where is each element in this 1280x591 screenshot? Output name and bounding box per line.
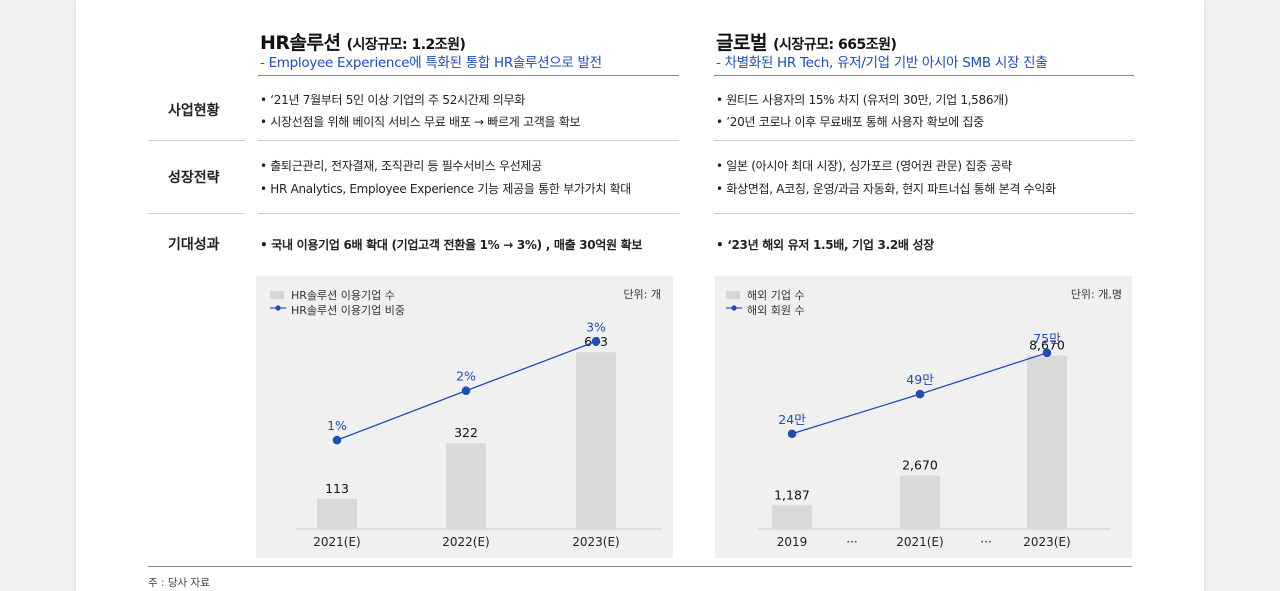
line-point [461,386,471,396]
row-label-status: 사업현황 [168,103,220,119]
right-strategy-bullet-1: • 일본 (아시아 최대 시장), 싱가포르 (영어권 관문) 집중 공략 [716,159,1012,173]
right-expected-bullet: • ‘23년 해외 유저 1.5배, 기업 3.2배 성장 [716,238,934,252]
right-header-divider [714,75,1134,76]
category-label: 2023(E) [1023,535,1070,549]
left-title-sub: (시장규모: 1.2조원) [346,37,466,53]
bar-value-label: 8,670 [1029,338,1065,353]
right-strategy-bullet-2: • 화상면접, A코칭, 운영/과금 자동화, 현지 파트너십 통해 본격 수익… [716,182,1056,196]
bar [317,498,357,529]
category-label: 2019 [777,535,808,549]
bar [576,352,616,529]
category-label: 2022(E) [442,535,489,549]
hr-solution-chart: HR솔루션 이용기업 수 HR솔루션 이용기업 비중 단위: 개 1133226… [256,276,673,558]
left-status-bullet-1: • ‘21년 7월부터 5인 이상 기업의 주 52시간제 의무화 [260,93,525,107]
row-label-expected: 기대성과 [168,237,220,253]
left-column-description: - Employee Experience에 특화된 통합 HR솔루션으로 발전 [260,55,602,71]
row-label-strategy: 성장전략 [168,170,220,186]
legend-bar-swatch [270,291,284,299]
bar-value-label: 113 [325,481,349,496]
footnote: 주 : 당사 자료 [148,577,210,589]
line-point [1042,348,1052,358]
left-column-title: HR솔루션 (시장규모: 1.2조원) [260,28,466,55]
left-header-divider [258,75,679,76]
right-row-divider-2 [714,213,1134,214]
bar [900,475,940,529]
left-row-divider-2 [258,213,679,214]
axis-gap-marker: ··· [980,535,991,549]
left-expected-bullet: • 국내 이용기업 6배 확대 (기업고객 전환율 1% → 3%) , 매출 … [260,238,643,252]
line-value-label: 1% [327,418,347,433]
left-strategy-bullet-2: • HR Analytics, Employee Experience 기능 제… [260,182,632,196]
left-strategy-bullet-1: • 출퇴근관리, 전자결재, 조직관리 등 필수서비스 우선제공 [260,159,542,173]
bar [772,505,812,529]
right-status-bullet-2: • ’20년 코로나 이후 무료배포 통해 사용자 확보에 집중 [716,115,984,129]
category-label: 2021(E) [313,535,360,549]
left-title-main: HR솔루션 [260,32,341,54]
bar-value-label: 322 [454,425,478,440]
legend-line-swatch [726,305,742,311]
axis-gap-marker: ··· [846,535,857,549]
line-point [915,389,925,399]
legend-bar-swatch [726,291,740,299]
bar [446,443,486,529]
hr-solution-plot: 1133226631%2%3%2021(E)2022(E)2023(E) [296,319,661,549]
left-row-divider-1 [258,140,679,141]
bar-value-label: 2,670 [902,458,938,473]
label-divider-2 [148,213,245,214]
right-row-divider-1 [714,140,1134,141]
bar-value-label: 1,187 [774,487,810,502]
right-title-sub: (시장규모: 665조원) [773,37,897,53]
global-chart: 해외 기업 수 해외 회원 수 단위: 개,명 1,187 2,670 8,670 2… [715,276,1132,558]
category-label: 2023(E) [572,535,619,549]
legend-line-label: HR솔루션 이용기업 비중 [291,304,405,317]
line-value-label: 49만 [906,372,934,387]
legend-bar-label: 해외 기업 수 [747,289,805,302]
line-value-label: 2% [456,369,476,384]
line-value-label: 75만 [1033,331,1061,346]
unit-label: 단위: 개 [623,288,661,301]
global-plot: 1,187 2,670 8,670 24만 49만 75만 2019 2021(E) 2023(… [757,331,1110,549]
line-point [787,429,797,439]
footer-divider [148,566,1132,567]
bar [1027,355,1067,529]
unit-label: 단위: 개,명 [1070,288,1122,301]
line-point [591,337,601,346]
line-point [332,435,342,445]
right-column-description: - 차별화된 HR Tech, 유저/기업 기반 아시아 SMB 시장 진출 [716,55,1048,71]
label-divider-1 [148,140,245,141]
line-value-label: 24만 [778,412,806,427]
right-title-main: 글로벌 [716,32,767,54]
right-column-title: 글로벌 (시장규모: 665조원) [716,28,897,55]
right-status-bullet-1: • 원티드 사용자의 15% 차지 (유저의 30만, 기업 1,586개) [716,93,1009,107]
category-label: 2021(E) [896,535,943,549]
line-value-label: 3% [586,319,606,334]
left-status-bullet-2: • 시장선점을 위해 베이직 서비스 무료 배포 → 빠르게 고객을 확보 [260,115,581,129]
legend-line-swatch [270,305,286,311]
legend-line-label: 해외 회원 수 [747,304,805,317]
legend-bar-label: HR솔루션 이용기업 수 [291,289,395,302]
